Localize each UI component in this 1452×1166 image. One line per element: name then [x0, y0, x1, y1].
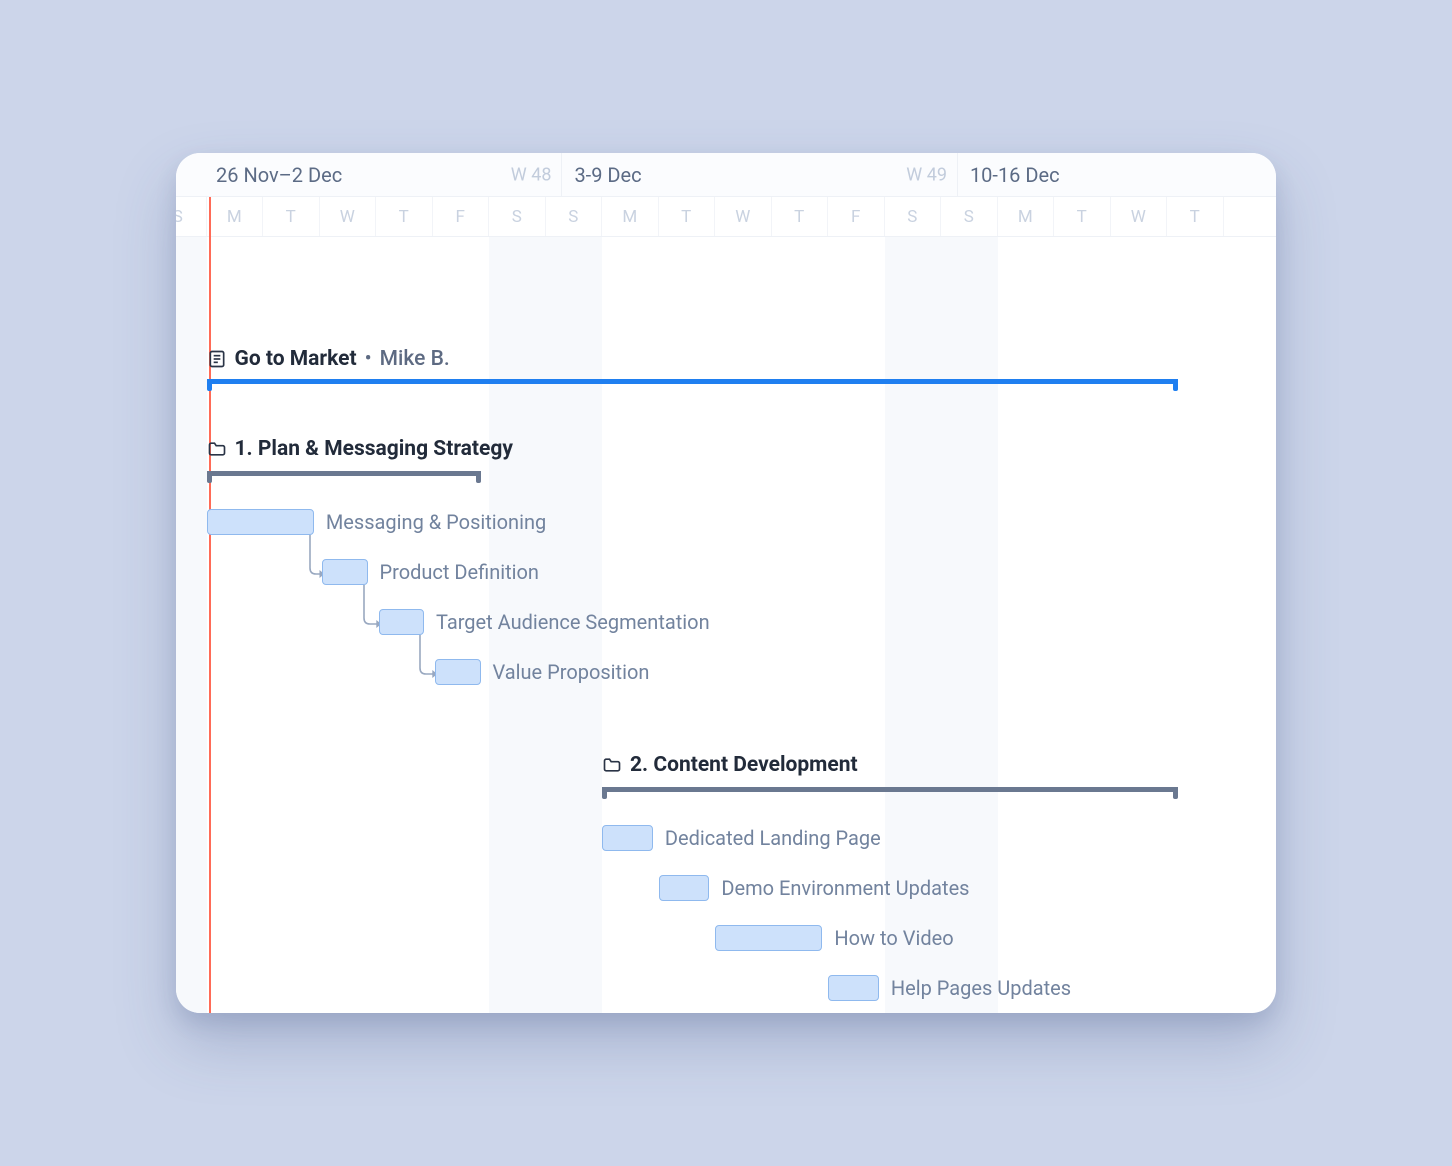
- folder-header[interactable]: 1. Plan & Messaging Strategy: [207, 437, 513, 461]
- day-cell[interactable]: M: [602, 197, 659, 236]
- day-cell[interactable]: T: [659, 197, 716, 236]
- task-label: Messaging & Positioning: [326, 510, 546, 534]
- week-number: W 49: [906, 164, 947, 185]
- folder-title: 2. Content Development: [630, 753, 858, 777]
- day-header-row: SMTWTFSSMTWTFSSMTWT: [176, 197, 1276, 237]
- task-label: Value Proposition: [493, 660, 650, 684]
- task-bar[interactable]: [715, 925, 822, 951]
- folder-title: 1. Plan & Messaging Strategy: [235, 437, 513, 461]
- project-bar[interactable]: [207, 379, 1179, 393]
- task-bar[interactable]: [659, 875, 710, 901]
- week-range-label: 3-9 Dec: [562, 163, 641, 187]
- week-range-label: 10-16 Dec: [958, 163, 1060, 187]
- gantt-timeline: 4726 Nov–2 DecW 483-9 DecW 4910-16 Dec S…: [176, 153, 1276, 1013]
- week-header-row: 4726 Nov–2 DecW 483-9 DecW 4910-16 Dec: [176, 153, 1276, 197]
- project-owner: Mike B.: [380, 347, 450, 371]
- day-cell[interactable]: W: [715, 197, 772, 236]
- week-cell[interactable]: 10-16 Dec: [958, 153, 1276, 196]
- task-bar[interactable]: [828, 975, 879, 1001]
- task-label: Target Audience Segmentation: [436, 610, 710, 634]
- project-title: Go to Market: [235, 347, 357, 371]
- week-cell[interactable]: 3-9 Dec W 49: [562, 153, 958, 196]
- task-row[interactable]: Demo Environment Updates: [659, 875, 970, 901]
- gantt-rows: Go to Market • Mike B. 1. Plan & Messaging …: [176, 237, 1276, 1013]
- folder-bar[interactable]: [602, 787, 1178, 801]
- task-label: How to Video: [834, 926, 953, 950]
- project-header[interactable]: Go to Market • Mike B.: [207, 347, 450, 371]
- separator-dot: •: [365, 347, 372, 371]
- task-label: Dedicated Landing Page: [665, 826, 881, 850]
- day-cell[interactable]: T: [263, 197, 320, 236]
- week-cell[interactable]: 4726 Nov–2 DecW 48: [176, 153, 562, 196]
- day-cell[interactable]: F: [828, 197, 885, 236]
- task-row[interactable]: Dedicated Landing Page: [602, 825, 881, 851]
- today-indicator: [209, 197, 211, 1013]
- day-cell[interactable]: S: [885, 197, 942, 236]
- task-label: Help Pages Updates: [891, 976, 1071, 1000]
- folder-bar[interactable]: [207, 471, 481, 485]
- task-row[interactable]: How to Video: [715, 925, 954, 951]
- task-bar[interactable]: [322, 559, 367, 585]
- day-cell[interactable]: T: [772, 197, 829, 236]
- task-bar[interactable]: [207, 509, 314, 535]
- day-cell[interactable]: S: [489, 197, 546, 236]
- day-cell[interactable]: S: [941, 197, 998, 236]
- day-cell[interactable]: W: [1111, 197, 1168, 236]
- task-row[interactable]: Target Audience Segmentation: [379, 609, 710, 635]
- folder-icon: [602, 755, 622, 775]
- day-cell[interactable]: F: [433, 197, 490, 236]
- project-icon: [207, 349, 227, 369]
- task-label: Demo Environment Updates: [721, 876, 969, 900]
- day-cell[interactable]: W: [320, 197, 377, 236]
- week-number: W 48: [511, 164, 552, 185]
- task-row[interactable]: Help Pages Updates: [828, 975, 1071, 1001]
- task-row[interactable]: Messaging & Positioning: [207, 509, 547, 535]
- folder-header[interactable]: 2. Content Development: [602, 753, 858, 777]
- day-cell[interactable]: S: [546, 197, 603, 236]
- task-row[interactable]: Product Definition: [322, 559, 539, 585]
- day-cell[interactable]: T: [1167, 197, 1224, 236]
- day-cell[interactable]: T: [376, 197, 433, 236]
- gantt-card: 4726 Nov–2 DecW 483-9 DecW 4910-16 Dec S…: [176, 153, 1276, 1013]
- task-bar[interactable]: [379, 609, 424, 635]
- task-row[interactable]: Value Proposition: [435, 659, 649, 685]
- day-cell[interactable]: T: [1054, 197, 1111, 236]
- week-range-label: 26 Nov–2 Dec: [176, 163, 342, 187]
- task-label: Product Definition: [380, 560, 539, 584]
- task-bar[interactable]: [602, 825, 653, 851]
- folder-icon: [207, 439, 227, 459]
- task-bar[interactable]: [435, 659, 480, 685]
- day-cell[interactable]: M: [998, 197, 1055, 236]
- day-cell[interactable]: S: [176, 197, 207, 236]
- day-cell[interactable]: M: [207, 197, 264, 236]
